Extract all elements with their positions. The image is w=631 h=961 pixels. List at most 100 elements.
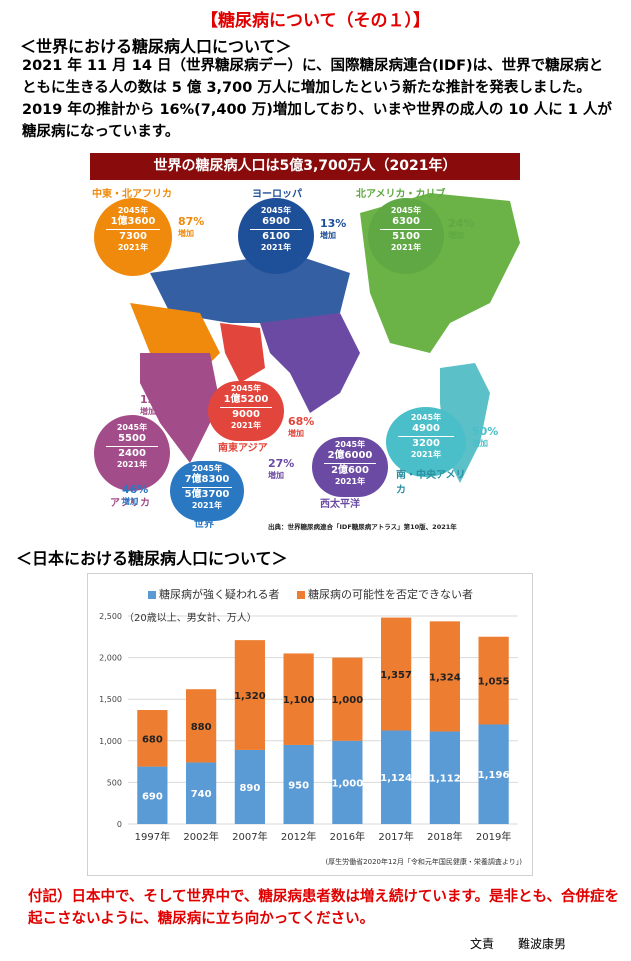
pct-western-pacific: 27% 増加 <box>268 457 295 480</box>
y-tick-label: 2,000 <box>99 654 122 663</box>
data-label: 880 <box>191 722 212 733</box>
label-2045: 2045年 <box>116 423 148 432</box>
data-label: 950 <box>288 780 309 791</box>
value-2045: 1億3600 <box>110 216 156 227</box>
region-bubble-south-central-america: 2045年 4900 3200 2021年 <box>386 407 466 477</box>
region-bubble-north-america: 2045年 6300 5100 2021年 <box>368 198 444 274</box>
label-2021: 2021年 <box>390 243 422 252</box>
data-label: 1,100 <box>283 695 315 706</box>
region-bubble-world: 2045年 7億8300 5億3700 2021年 <box>170 461 244 521</box>
bar-segment <box>186 689 217 763</box>
section-heading-world: ＜世界における糖尿病人口について＞ <box>20 37 292 56</box>
region-label-south-central-america: 南・中央アメリカ <box>396 470 466 496</box>
intro-paragraph: 2021 年 11 月 14 日（世界糖尿病デー）に、国際糖尿病連合(IDF)は… <box>22 58 612 140</box>
bar-segment <box>381 730 412 824</box>
data-label: 890 <box>239 783 260 794</box>
label-2021: 2021年 <box>260 243 292 252</box>
data-label: 1,000 <box>332 695 364 706</box>
label-2045: 2045年 <box>117 206 149 215</box>
data-label: 1,320 <box>234 691 266 702</box>
region-label-mena: 中東・北アフリカ <box>92 189 172 200</box>
pct-africa: 134% 増加 <box>140 393 174 416</box>
region-label-world: 世界 <box>194 519 214 530</box>
region-bubble-africa: 2045年 5500 2400 2021年 <box>94 415 170 491</box>
value-2021: 7300 <box>119 231 147 242</box>
value-2021: 5100 <box>392 231 420 242</box>
data-label: 680 <box>142 734 163 745</box>
y-tick-label: 0 <box>117 820 122 829</box>
label-2045: 2045年 <box>260 206 292 215</box>
y-tick-label: 2,500 <box>99 612 122 621</box>
value-2021: 9000 <box>232 409 260 420</box>
data-label: 1,357 <box>380 670 412 681</box>
footnote: 付記）日本中で、そして世界中で、糖尿病患者数は増え続けています。是非とも、合併症… <box>28 889 620 927</box>
data-label: 740 <box>191 789 212 800</box>
value-2021: 2400 <box>118 448 146 459</box>
region-bubble-south-east-asia: 2045年 1億5200 9000 2021年 <box>208 381 284 441</box>
value-2045: 1億5200 <box>223 394 269 405</box>
bar-segment <box>234 640 265 750</box>
value-2045: 5500 <box>118 433 146 444</box>
chart-legend: 糖尿病が強く疑われる者 糖尿病の可能性を否定できない者 <box>148 586 487 602</box>
label-2021: 2021年 <box>334 477 366 486</box>
legend-item-possible: 糖尿病の可能性を否定できない者 <box>296 588 473 601</box>
x-tick-label: 1997年 <box>135 830 170 843</box>
chart-source: (厚生労働省2020年12月「令和元年国民健康・栄養調査より」) <box>325 858 522 866</box>
region-bubble-western-pacific: 2045年 2億6000 2億600 2021年 <box>312 437 388 497</box>
bar-segment <box>429 621 460 732</box>
chart-note: （20歳以上、男女計、万人） <box>124 613 257 624</box>
pct-south-east-asia: 68% 増加 <box>288 415 315 438</box>
label-2021: 2021年 <box>117 243 149 252</box>
label-2045: 2045年 <box>334 440 366 449</box>
data-label: 1,055 <box>478 677 510 688</box>
data-label: 1,324 <box>429 672 461 683</box>
y-tick-label: 1,000 <box>99 737 122 746</box>
map-source: 出典：世界糖尿病連合「IDF糖尿病アトラス」第10版、2021年 <box>268 523 457 531</box>
value-2045: 4900 <box>412 423 440 434</box>
region-bubble-mena: 2045年 1億3600 7300 2021年 <box>94 198 172 276</box>
bar-segment <box>332 740 363 824</box>
data-label: 1,124 <box>380 773 412 784</box>
data-label: 1,112 <box>429 774 461 785</box>
author: 文責 難波康男 <box>470 937 567 951</box>
label-2045: 2045年 <box>410 413 442 422</box>
value-2045: 7億8300 <box>184 474 230 485</box>
value-2045: 6300 <box>392 216 420 227</box>
x-tick-label: 2018年 <box>427 830 462 843</box>
value-2021: 3200 <box>412 438 440 449</box>
chart-plot: 0 500 1,000 1,500 2,000 2,500 690 680 1997年 740 88… <box>99 612 518 843</box>
page-title: 【糖尿病について（その１）】 <box>201 11 430 31</box>
pct-north-america: 24% 増加 <box>448 217 475 240</box>
label-2045: 2045年 <box>230 384 262 393</box>
bar-segment <box>234 749 265 824</box>
legend-item-strong: 糖尿病が強く疑われる者 <box>148 588 279 601</box>
bar-segment <box>429 731 460 824</box>
y-tick-label: 500 <box>107 778 122 787</box>
region-label-western-pacific: 西太平洋 <box>320 499 360 510</box>
x-tick-label: 2016年 <box>330 830 365 843</box>
bar-segment <box>137 710 168 767</box>
label-2021: 2021年 <box>410 450 442 459</box>
bar-segment <box>186 762 217 824</box>
pct-mena: 87% 増加 <box>178 215 205 238</box>
x-tick-label: 2017年 <box>378 830 413 843</box>
value-2021: 6100 <box>262 231 290 242</box>
pct-europe: 13% 増加 <box>320 217 347 240</box>
label-2045: 2045年 <box>390 206 422 215</box>
bar-segment <box>478 724 509 824</box>
label-2045: 2045年 <box>191 464 223 473</box>
japan-diabetes-chart: 0 500 1,000 1,500 2,000 2,500 690 680 1997年 740 88… <box>87 573 533 876</box>
pct-south-central-america: 50% 増加 <box>472 425 499 448</box>
bar-segment <box>332 657 363 741</box>
x-tick-label: 2002年 <box>183 830 218 843</box>
data-label: 690 <box>142 791 163 802</box>
bar-segment <box>283 744 314 824</box>
x-tick-label: 2019年 <box>476 830 511 843</box>
pct-world: 46% 増加 <box>122 483 149 506</box>
bar-segment <box>381 617 412 731</box>
region-label-africa: アフリカ <box>110 498 150 509</box>
value-2021: 2億600 <box>331 465 369 476</box>
bar-segment <box>283 653 314 745</box>
x-tick-label: 2012年 <box>281 830 316 843</box>
region-label-north-america: 北アメリカ・カリブ <box>356 189 446 200</box>
